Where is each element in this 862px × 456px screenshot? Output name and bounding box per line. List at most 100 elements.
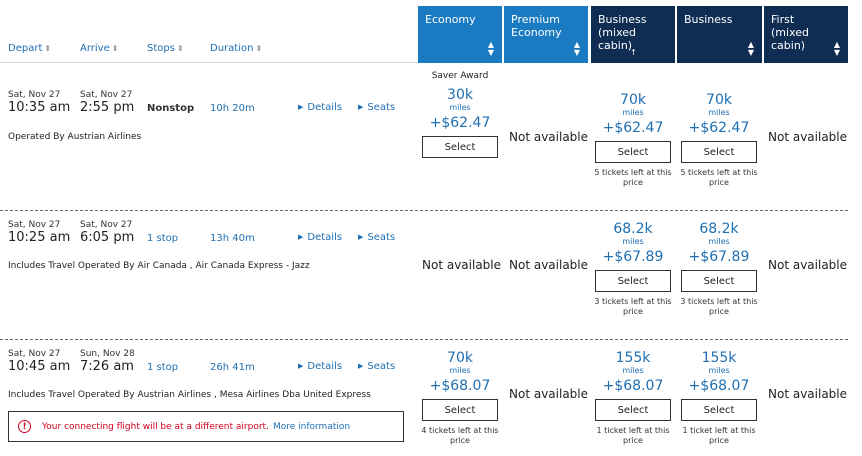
- operated-by: Includes Travel Operated By Austrian Air…: [8, 390, 371, 400]
- depart-time: 10:25 am: [8, 230, 71, 245]
- select-button[interactable]: Select: [681, 141, 757, 163]
- arrive-date: Sat, Nov 27: [80, 220, 133, 230]
- taxes-value: +$68.07: [688, 378, 750, 394]
- arrive-time: 6:05 pm: [80, 230, 135, 245]
- sort-duration[interactable]: Duration ⬍: [210, 43, 263, 54]
- arrive-date: Sun, Nov 28: [80, 349, 135, 359]
- not-available: Not available: [768, 387, 848, 401]
- seats-link[interactable]: ▶ Seats: [358, 361, 396, 372]
- taxes-value: +$67.89: [602, 249, 664, 265]
- seats-link[interactable]: ▶ Seats: [358, 102, 396, 113]
- not-available: Not available: [768, 130, 848, 144]
- sort-updown-icon: ⬍: [111, 44, 119, 53]
- more-information-link[interactable]: More information: [272, 421, 351, 432]
- miles-value: 70k: [706, 92, 732, 108]
- stops-link[interactable]: 1 stop: [147, 233, 179, 244]
- operated-by: Includes Travel Operated By Air Canada ,…: [8, 261, 310, 271]
- taxes-value: +$67.89: [688, 249, 750, 265]
- select-button[interactable]: Select: [681, 399, 757, 421]
- business-fare: 70k miles +$62.47 Select 5 tickets left …: [677, 92, 761, 188]
- taxes-value: +$68.07: [602, 378, 664, 394]
- not-available: Not available: [509, 130, 589, 144]
- miles-value: 68.2k: [699, 221, 739, 237]
- duration-value: 10h 20m: [210, 103, 255, 114]
- stops-value: Nonstop: [147, 103, 195, 114]
- depart-date: Sat, Nov 27: [8, 220, 61, 230]
- miles-value: 68.2k: [613, 221, 653, 237]
- sort-updown-icon: ▲ ▼: [573, 40, 580, 57]
- tickets-left-note: 5 tickets left at this price: [594, 168, 672, 187]
- select-button[interactable]: Select: [681, 270, 757, 292]
- sort-updown-icon: ▲ ▼: [487, 40, 494, 57]
- connection-warning: ! Your connecting flight will be at a di…: [8, 411, 404, 442]
- miles-value: 30k: [447, 87, 473, 103]
- cabin-header-business-mixed[interactable]: Business (mixed cabin) ↑: [591, 6, 675, 63]
- economy-fare: 70k miles +$68.07 Select 4 tickets left …: [418, 350, 502, 446]
- depart-date: Sat, Nov 27: [8, 349, 61, 359]
- not-available: Not available: [422, 258, 502, 272]
- tickets-left-note: 1 ticket left at this price: [596, 426, 670, 445]
- cabin-header-economy[interactable]: Economy ▲ ▼: [418, 6, 502, 63]
- miles-value: 70k: [620, 92, 646, 108]
- sort-updown-icon: ⬍: [176, 44, 184, 53]
- not-available: Not available: [509, 258, 589, 272]
- tickets-left-note: 3 tickets left at this price: [680, 297, 758, 316]
- business-mixed-fare: 155k miles +$68.07 Select 1 ticket left …: [591, 350, 675, 446]
- tickets-left-note: 4 tickets left at this price: [421, 426, 499, 445]
- arrive-date: Sat, Nov 27: [80, 90, 133, 100]
- operated-by: Operated By Austrian Airlines: [8, 132, 142, 142]
- business-mixed-fare: 70k miles +$62.47 Select 5 tickets left …: [591, 92, 675, 188]
- cabin-header-business[interactable]: Business ▲ ▼: [677, 6, 762, 63]
- miles-value: 70k: [447, 350, 473, 366]
- sort-updown-icon: ▲ ▼: [747, 40, 754, 57]
- warning-text: Your connecting flight will be at a diff…: [42, 421, 269, 432]
- arrive-time: 2:55 pm: [80, 100, 135, 115]
- depart-date: Sat, Nov 27: [8, 90, 61, 100]
- caret-right-icon: ▶: [298, 362, 304, 370]
- depart-time: 10:35 am: [8, 100, 71, 115]
- sort-stops[interactable]: Stops ⬍: [147, 43, 184, 54]
- sort-updown-icon: ⬍: [44, 44, 52, 53]
- taxes-value: +$62.47: [602, 120, 664, 136]
- row-divider: [0, 339, 848, 340]
- sort-updown-icon: ▲ ▼: [833, 40, 840, 57]
- business-fare: 68.2k miles +$67.89 Select 3 tickets lef…: [677, 221, 761, 317]
- select-button[interactable]: Select: [595, 270, 671, 292]
- not-available: Not available: [768, 258, 848, 272]
- exclamation-circle-icon: !: [18, 420, 31, 433]
- duration-value: 13h 40m: [210, 233, 255, 244]
- depart-time: 10:45 am: [8, 359, 71, 374]
- sort-up-icon: ↑: [630, 48, 637, 57]
- cabin-header-first-mixed[interactable]: First (mixed cabin) ▲ ▼: [764, 6, 848, 63]
- arrive-time: 7:26 am: [80, 359, 134, 374]
- caret-right-icon: ▶: [358, 103, 364, 111]
- business-mixed-fare: 68.2k miles +$67.89 Select 3 tickets lef…: [591, 221, 675, 317]
- miles-value: 155k: [615, 350, 651, 366]
- taxes-value: +$62.47: [429, 115, 491, 131]
- select-button[interactable]: Select: [595, 141, 671, 163]
- details-link[interactable]: ▶ Details: [298, 361, 343, 372]
- economy-fare: Saver Award 30k miles +$62.47 Select: [418, 71, 502, 158]
- cabin-header-premium-economy[interactable]: Premium Economy ▲ ▼: [504, 6, 588, 63]
- caret-right-icon: ▶: [298, 233, 304, 241]
- sort-depart[interactable]: Depart ⬍: [8, 43, 52, 54]
- miles-value: 155k: [701, 350, 737, 366]
- caret-right-icon: ▶: [298, 103, 304, 111]
- business-fare: 155k miles +$68.07 Select 1 ticket left …: [677, 350, 761, 446]
- details-link[interactable]: ▶ Details: [298, 102, 343, 113]
- tickets-left-note: 5 tickets left at this price: [680, 168, 758, 187]
- caret-right-icon: ▶: [358, 233, 364, 241]
- row-divider: [0, 210, 848, 211]
- taxes-value: +$62.47: [688, 120, 750, 136]
- select-button[interactable]: Select: [422, 136, 498, 158]
- sort-updown-icon: ⬍: [255, 44, 263, 53]
- duration-value: 26h 41m: [210, 362, 255, 373]
- caret-right-icon: ▶: [358, 362, 364, 370]
- details-link[interactable]: ▶ Details: [298, 232, 343, 243]
- select-button[interactable]: Select: [595, 399, 671, 421]
- saver-award-label: Saver Award: [431, 71, 489, 81]
- seats-link[interactable]: ▶ Seats: [358, 232, 396, 243]
- stops-link[interactable]: 1 stop: [147, 362, 179, 373]
- sort-arrive[interactable]: Arrive ⬍: [80, 43, 119, 54]
- select-button[interactable]: Select: [422, 399, 498, 421]
